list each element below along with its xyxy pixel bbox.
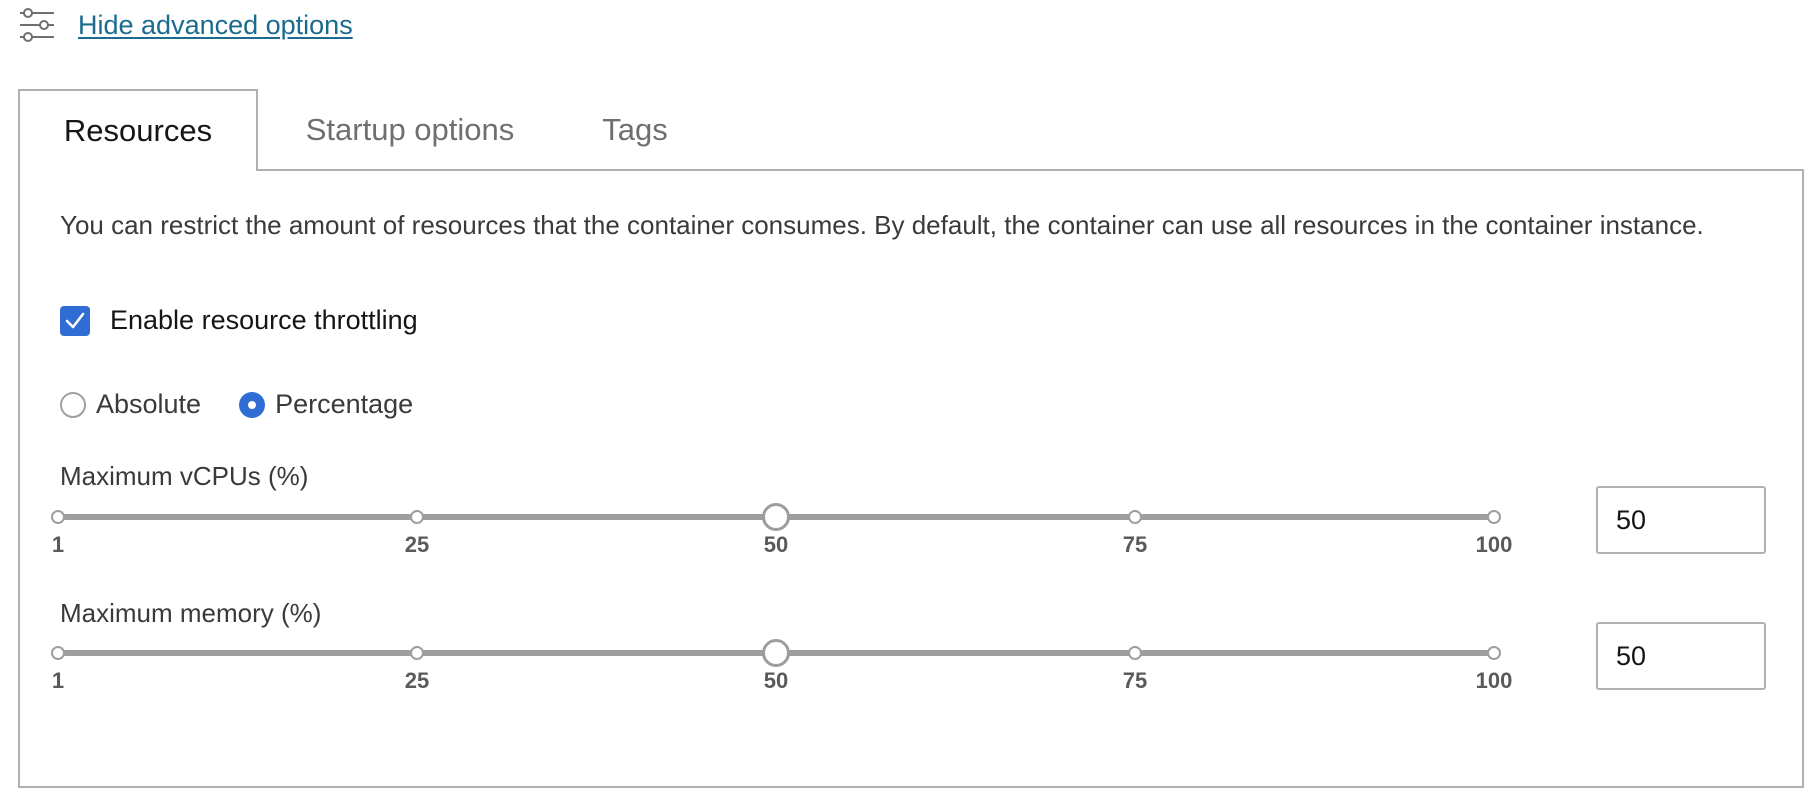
resource-mode-radio-group: Absolute Percentage xyxy=(60,389,451,420)
slider-tick-label: 25 xyxy=(404,532,430,557)
slider-tick xyxy=(51,510,65,524)
resources-description: You can restrict the amount of resources… xyxy=(60,210,1704,240)
slider-tick xyxy=(1128,510,1142,524)
slider-tick xyxy=(51,646,65,660)
slider-tick-label: 50 xyxy=(763,668,789,693)
max-memory-slider[interactable] xyxy=(51,638,1501,668)
slider-tick xyxy=(410,646,424,660)
max-vcpus-label: Maximum vCPUs (%) xyxy=(60,461,309,491)
slider-thumb[interactable] xyxy=(762,639,790,667)
tab-resources[interactable]: Resources xyxy=(18,89,258,171)
slider-tick-label: 100 xyxy=(1475,532,1513,557)
max-vcpus-tick-labels: 1 25 50 75 100 xyxy=(52,532,1512,558)
max-memory-label: Maximum memory (%) xyxy=(60,598,322,628)
slider-thumb[interactable] xyxy=(762,503,790,531)
slider-tick-label: 75 xyxy=(1122,532,1148,557)
slider-tick-label: 100 xyxy=(1475,668,1513,693)
slider-tick-label: 25 xyxy=(404,668,430,693)
radio-percentage-label: Percentage xyxy=(275,389,414,419)
hide-advanced-options-label[interactable]: Hide advanced options xyxy=(78,9,353,40)
slider-tick-label: 1 xyxy=(51,668,65,693)
radio-percentage[interactable]: Percentage xyxy=(239,389,413,420)
radio-checked-icon[interactable] xyxy=(239,391,266,418)
slider-tick xyxy=(410,510,424,524)
tab-tags[interactable]: Tags xyxy=(580,90,690,170)
enable-resource-throttling-checkbox[interactable]: Enable resource throttling xyxy=(60,305,418,336)
radio-unchecked-icon[interactable] xyxy=(60,391,86,418)
tab-panel-resources xyxy=(18,169,1804,788)
sliders-icon xyxy=(20,8,54,42)
checkbox-checked-icon[interactable] xyxy=(60,305,90,336)
enable-resource-throttling-label: Enable resource throttling xyxy=(110,305,418,335)
hide-advanced-options-link[interactable]: Hide advanced options xyxy=(18,6,353,44)
max-vcpus-slider[interactable] xyxy=(51,502,1501,532)
tab-startup-options-label: Startup options xyxy=(305,112,515,147)
tab-tags-label: Tags xyxy=(602,112,668,147)
tab-startup-options[interactable]: Startup options xyxy=(290,90,530,170)
slider-tick xyxy=(1487,646,1501,660)
max-vcpus-input[interactable] xyxy=(1596,486,1766,554)
slider-tick xyxy=(1487,510,1501,524)
slider-tick-label: 1 xyxy=(51,532,65,557)
max-memory-input[interactable] xyxy=(1596,622,1766,690)
radio-absolute[interactable]: Absolute xyxy=(60,389,201,420)
radio-absolute-label: Absolute xyxy=(96,389,202,419)
checkmark-icon xyxy=(65,312,85,328)
slider-tick xyxy=(1128,646,1142,660)
slider-tick-label: 75 xyxy=(1122,668,1148,693)
max-memory-tick-labels: 1 25 50 75 100 xyxy=(52,668,1512,694)
slider-tick-label: 50 xyxy=(763,532,789,557)
tab-resources-label: Resources xyxy=(63,113,213,148)
